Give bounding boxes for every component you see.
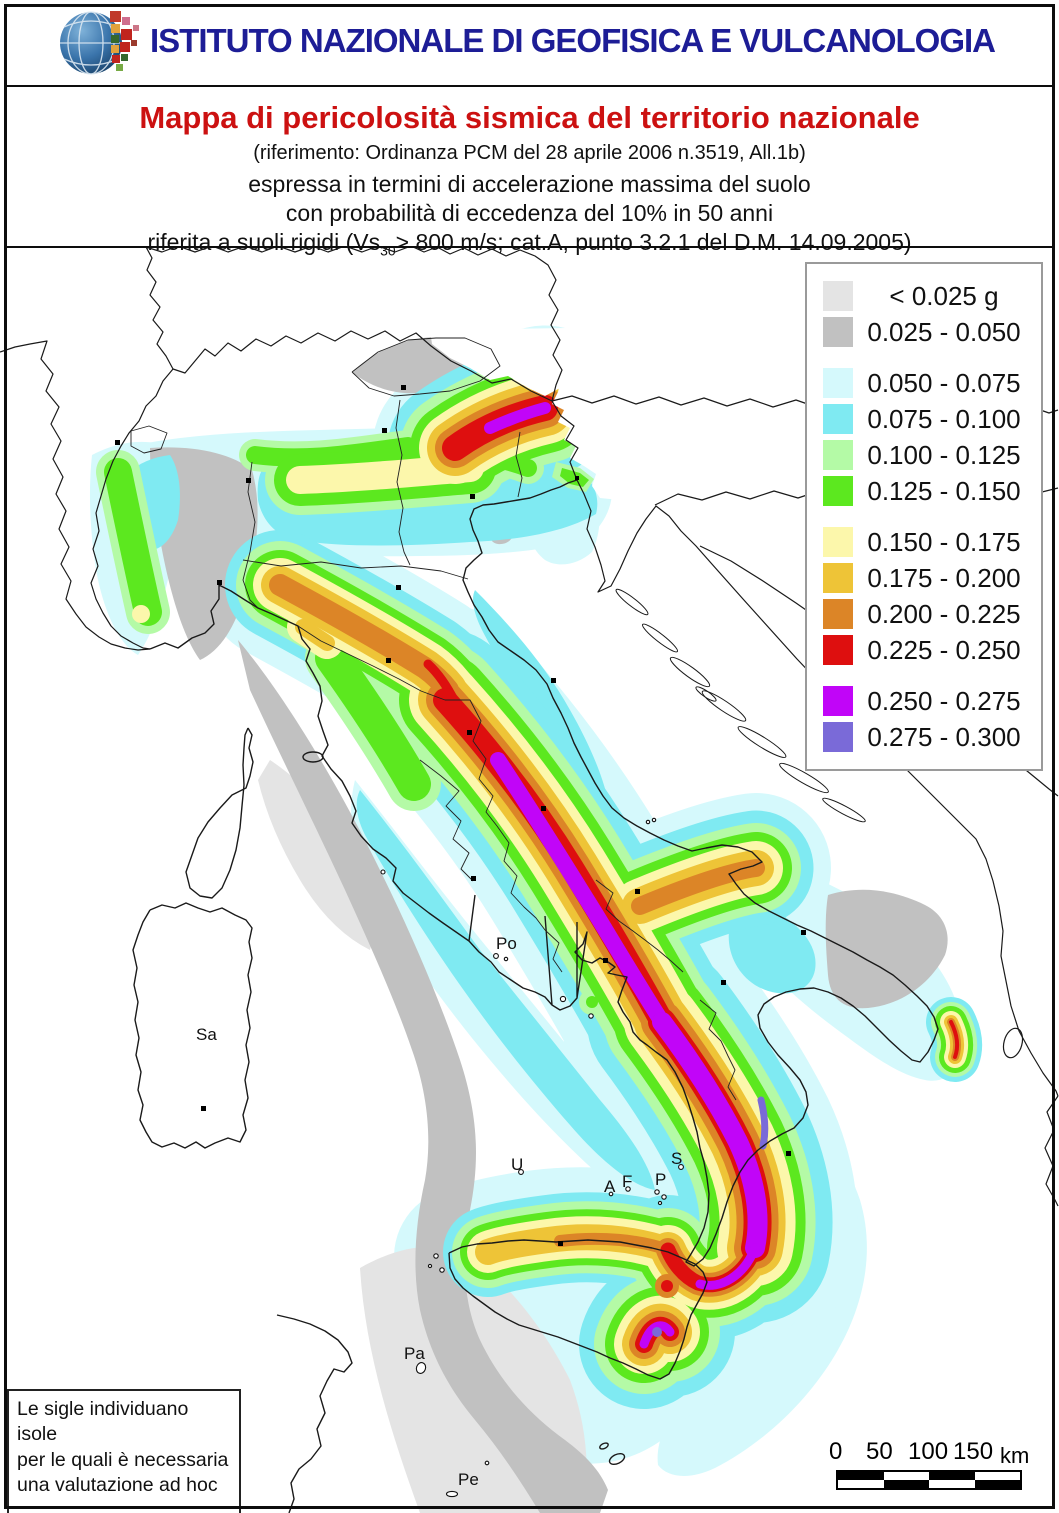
coastlines <box>132 479 939 1513</box>
greece-coast <box>1044 1095 1059 1207</box>
country-borders <box>0 247 1059 1207</box>
mosaic-icon <box>110 11 139 71</box>
elba-island <box>302 751 324 763</box>
title-block: Mappa di pericolosità sismica del territ… <box>0 88 1059 259</box>
legend-row: 0.025 - 0.050 <box>815 314 1035 350</box>
legend-row: 0.225 - 0.250 <box>815 632 1035 668</box>
note-box: Le sigle individuano isole per le quali … <box>7 1389 241 1513</box>
label-pelagie: Pe <box>458 1470 479 1489</box>
legend-row: 0.250 - 0.275 <box>815 683 1035 719</box>
scale-unit: km <box>1000 1443 1030 1468</box>
legend-row: < 0.025 g <box>815 278 1035 314</box>
small-islands <box>380 817 684 1498</box>
ingv-logo <box>60 11 139 75</box>
legend-row: 0.200 - 0.225 <box>815 596 1035 632</box>
legend-row: 0.050 - 0.075 <box>815 365 1035 401</box>
legend-swatch <box>823 440 853 470</box>
legend-swatch <box>823 368 853 398</box>
gozo-island <box>599 1442 609 1450</box>
corfu-island <box>1002 1027 1024 1059</box>
label-ponza: Po <box>496 934 517 953</box>
legend: < 0.025 g 0.025 - 0.050 0.050 - 0.075 0.… <box>805 262 1043 771</box>
alps-border <box>90 330 579 650</box>
map-subtitle-1: espressa in termini di accelerazione mas… <box>248 171 811 197</box>
legend-row: 0.100 - 0.125 <box>815 437 1035 473</box>
scale-tick-100: 100 <box>908 1438 949 1465</box>
istria-dalmatia-coast <box>576 479 1059 1097</box>
scale-bar: 0 50 100 150 km <box>820 1438 1050 1498</box>
map-reference: (riferimento: Ordinanza PCM del 28 april… <box>253 142 806 164</box>
header: ISTITUTO NAZIONALE DI GEOFISICA E VULCAN… <box>0 0 1059 85</box>
title-separator <box>7 246 1052 248</box>
map-title: Mappa di pericolosità sismica del territ… <box>139 100 920 135</box>
institute-title: ISTITUTO NAZIONALE DI GEOFISICA E VULCAN… <box>150 22 996 59</box>
legend-row: 0.275 - 0.300 <box>815 719 1035 755</box>
scale-tick-150: 150 <box>953 1438 994 1465</box>
scale-bar-graphic <box>836 1470 1022 1490</box>
legend-swatch <box>823 635 853 665</box>
legend-row: 0.175 - 0.200 <box>815 560 1035 596</box>
map-subtitle-3: riferita a suoli rigidi (Vs30> 800 m/s; … <box>147 229 912 259</box>
sardinia-coastline <box>132 902 253 1149</box>
austria-border <box>436 247 563 402</box>
tunisia-coastline <box>276 1314 353 1513</box>
label-panarea: P <box>655 1170 666 1189</box>
label-ustica: U <box>511 1155 523 1174</box>
italy-coastline <box>149 479 939 1267</box>
label-pantelleria: Pa <box>404 1344 425 1363</box>
legend-row: 0.075 - 0.100 <box>815 401 1035 437</box>
map-subtitle-2: con probabilità di eccedenza del 10% in … <box>285 200 774 226</box>
header-separator <box>7 85 1052 87</box>
legend-swatch <box>823 563 853 593</box>
scale-tick-50: 50 <box>866 1438 893 1465</box>
foreign-mask <box>430 326 700 502</box>
legend-swatch <box>823 686 853 716</box>
scale-tick-0: 0 <box>829 1438 843 1465</box>
legend-row: 0.125 - 0.150 <box>815 473 1035 509</box>
note-text: Le sigle individuano isole per le quali … <box>17 1398 229 1497</box>
france-coast <box>0 340 151 651</box>
city-markers <box>115 385 806 1246</box>
legend-swatch <box>823 317 853 347</box>
hazard-bands <box>89 325 983 1513</box>
elaborazione-date: Elaborazione: aprile 2004 <box>9 1506 239 1513</box>
sicily-coastline <box>448 1239 708 1380</box>
hazard-map: Po Sa U A F P S Pa Pe <box>0 247 1059 1513</box>
legend-swatch <box>823 599 853 629</box>
legend-swatch <box>823 722 853 752</box>
label-filicudi: F <box>622 1172 632 1191</box>
legend-row: 0.150 - 0.175 <box>815 524 1035 560</box>
legend-swatch <box>823 476 853 506</box>
dalmatian-islands <box>615 588 866 823</box>
legend-swatch <box>823 404 853 434</box>
label-stromboli: S <box>671 1149 682 1168</box>
label-sardegna: Sa <box>196 1025 217 1044</box>
label-alicudi: A <box>604 1177 616 1196</box>
corsica-coastline <box>185 727 254 899</box>
island-labels: Po Sa U A F P S Pa Pe <box>196 934 682 1489</box>
region-borders <box>130 337 737 1101</box>
legend-swatch <box>823 527 853 557</box>
malta-island <box>608 1453 626 1465</box>
legend-swatch <box>823 281 853 311</box>
switzerland-border <box>145 247 438 370</box>
